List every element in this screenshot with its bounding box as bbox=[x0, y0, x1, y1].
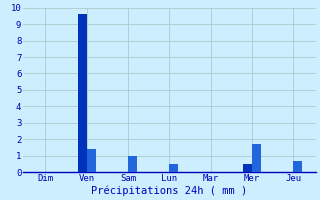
Bar bbox=[252, 144, 261, 172]
Bar bbox=[128, 156, 137, 172]
Bar bbox=[293, 161, 302, 172]
Bar bbox=[78, 14, 87, 172]
Bar bbox=[169, 164, 178, 172]
Bar bbox=[243, 164, 252, 172]
X-axis label: Précipitations 24h ( mm ): Précipitations 24h ( mm ) bbox=[91, 185, 247, 196]
Bar bbox=[87, 149, 96, 172]
